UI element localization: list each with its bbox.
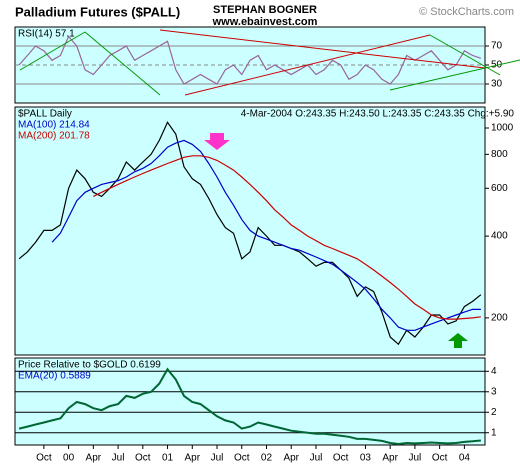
x-tick-label: Jul xyxy=(310,453,323,464)
legend-entry: MA(100) 214.84 xyxy=(18,120,90,131)
quote: 4-Mar-2004 O:243.35 H:243.50 L:243.35 C:… xyxy=(241,109,515,120)
x-tick-label: 02 xyxy=(261,453,273,464)
legend-entry: Price Relative to $GOLD 0.6199 xyxy=(18,360,161,371)
y-tick-label: 400 xyxy=(491,231,508,242)
series-line xyxy=(51,139,481,331)
x-tick-label: Oct xyxy=(234,453,250,464)
y-tick-label: 3 xyxy=(491,386,497,397)
x-tick-label: Apr xyxy=(382,453,398,464)
x-tick-label: 03 xyxy=(360,453,372,464)
decoration xyxy=(429,34,501,76)
author: STEPHAN BOGNER xyxy=(213,4,317,16)
legend-entry: MA(200) 201.78 xyxy=(18,131,90,142)
y-tick-label: 1000 xyxy=(491,123,514,134)
x-tick-label: Apr xyxy=(86,453,102,464)
decoration xyxy=(204,133,230,150)
x-tick-label: Apr xyxy=(283,453,299,464)
decoration xyxy=(19,31,86,71)
y-tick-label: 200 xyxy=(491,313,508,324)
legend-entry: RSI(14) 57.1 xyxy=(18,29,75,40)
annotation: EMA(20) 0.5889 xyxy=(18,371,91,382)
y-tick-label: 1 xyxy=(491,427,497,438)
chart-title: Palladium Futures ($PALL) xyxy=(15,4,180,19)
decoration xyxy=(84,31,161,96)
x-tick-label: Jul xyxy=(211,453,224,464)
x-tick-label: 00 xyxy=(63,453,75,464)
x-tick-label: Jul xyxy=(112,453,125,464)
decoration xyxy=(448,333,468,348)
x-tick-label: 04 xyxy=(459,453,471,464)
y-tick-label: 600 xyxy=(491,183,508,194)
decoration xyxy=(159,29,486,69)
x-tick-label: Jul xyxy=(409,453,422,464)
series-line xyxy=(18,35,482,85)
y-tick-label: 30 xyxy=(491,79,503,90)
y-tick-label: 70 xyxy=(491,41,503,52)
decoration xyxy=(389,59,520,91)
y-tick-label: 800 xyxy=(491,149,508,160)
series-line xyxy=(93,155,481,320)
series-line xyxy=(18,121,482,346)
x-tick-label: Oct xyxy=(432,453,448,464)
x-tick-label: 01 xyxy=(162,453,174,464)
copyright: © StockCharts.com xyxy=(419,6,514,18)
y-tick-label: 2 xyxy=(491,407,497,418)
series-line xyxy=(18,367,481,445)
x-tick-label: Oct xyxy=(333,453,349,464)
x-tick-label: Oct xyxy=(36,453,52,464)
legend-entry: $PALL Daily xyxy=(18,109,72,120)
panel xyxy=(14,357,486,446)
x-tick-label: Apr xyxy=(184,453,200,464)
site: www.ebainvest.com xyxy=(212,16,318,28)
y-tick-label: 4 xyxy=(491,366,497,377)
decoration xyxy=(184,34,431,96)
x-tick-label: Oct xyxy=(135,453,151,464)
